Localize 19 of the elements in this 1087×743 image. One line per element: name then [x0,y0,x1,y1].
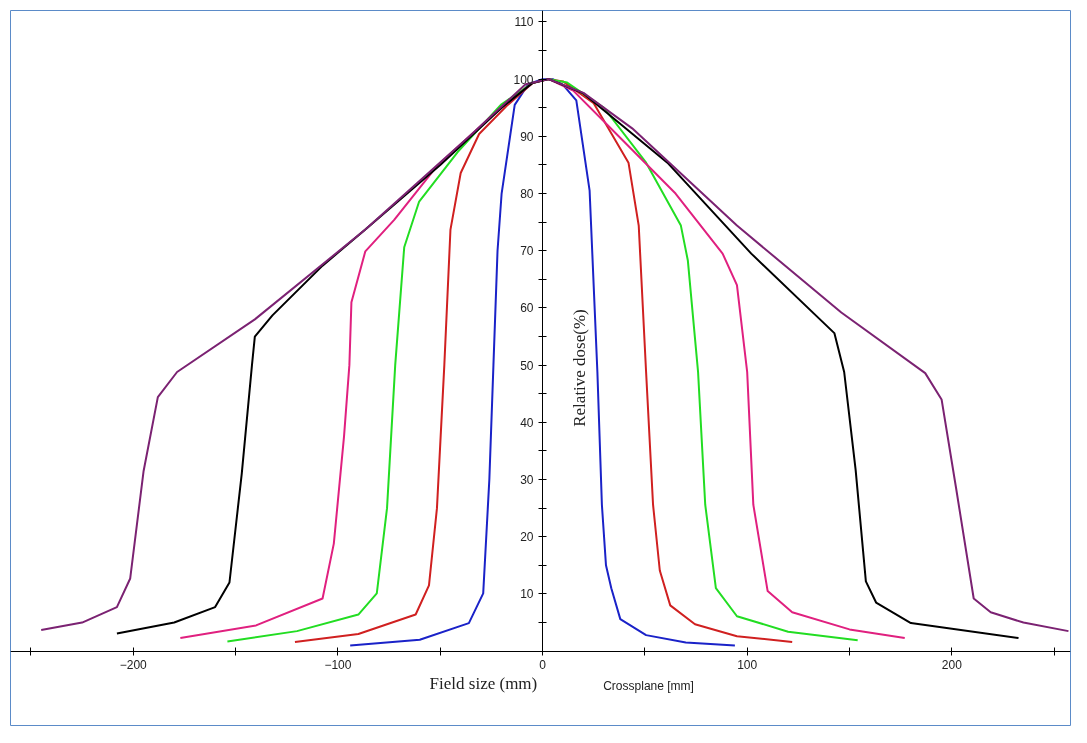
x-tick-label: −200 [119,658,148,673]
y-tick-label: 20 [520,530,534,545]
y-axis-title: Relative dose(%) [570,309,590,427]
y-tick-label: 50 [520,358,534,373]
y-tick-label: 10 [520,587,534,602]
y-tick-label: 80 [520,187,534,202]
x-axis-title: Field size (mm) [429,674,538,694]
x-tick-label: 0 [539,658,547,673]
y-tick-label: 40 [520,415,534,430]
y-tick-label: 60 [520,301,534,316]
y-tick-label: 70 [520,244,534,259]
x-tick-label: −100 [324,658,352,673]
y-tick-label: 30 [520,473,534,488]
y-tick-label: 90 [520,129,534,144]
annotation: Crossplane [mm] [603,679,694,694]
y-tick-label: 100 [513,72,534,87]
x-tick-label: 200 [941,658,963,673]
y-tick-label: 110 [514,15,534,30]
x-tick-label: 100 [737,658,758,673]
